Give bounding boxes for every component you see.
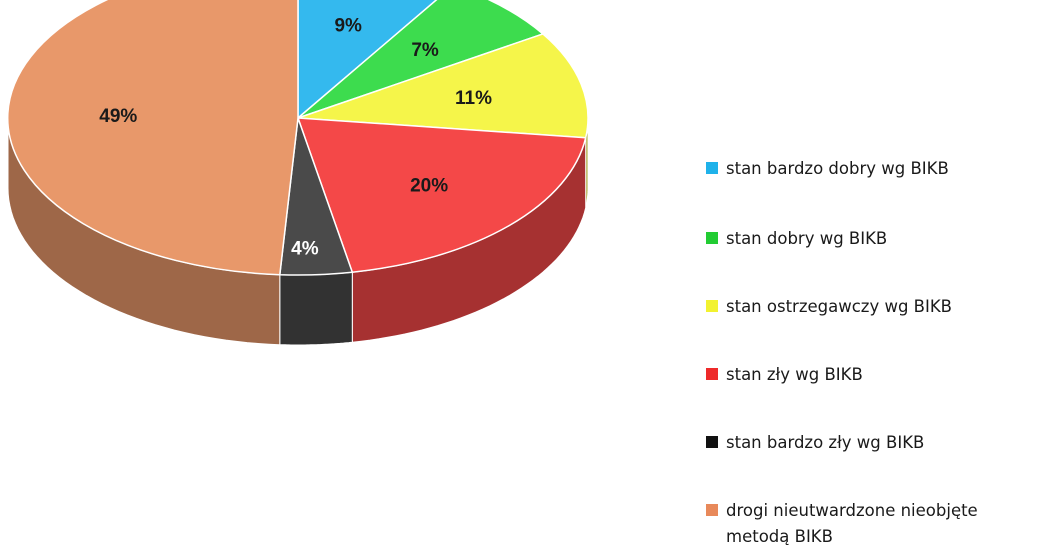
slice-4-label: 4% — [291, 239, 319, 260]
legend-swatch — [706, 232, 718, 244]
slice-1 — [297, 0, 544, 119]
legend-item-nieutwardzone: drogi nieutwardzone nieobjęte metodą BIK… — [706, 498, 1026, 550]
legend-label: drogi nieutwardzone nieobjęte metodą BIK… — [726, 501, 978, 546]
legend-label: stan bardzo zły wg BIKB — [726, 433, 925, 452]
legend-item-dobry: stan dobry wg BIKB — [706, 226, 1026, 252]
slice-5-label: 49% — [99, 106, 137, 127]
legend-item-bardzo-dobry: stan bardzo dobry wg BIKB — [706, 156, 1026, 182]
legend-label: stan zły wg BIKB — [726, 365, 863, 384]
slice-5 — [6, 0, 299, 276]
legend-label: stan bardzo dobry wg BIKB — [726, 159, 949, 178]
slice-2-label: 11% — [455, 88, 492, 109]
pie-chart: 9% 7% 11% 20% 4% 49% — [6, 0, 589, 346]
slice-3 — [297, 117, 587, 273]
pie-slices — [6, 0, 589, 276]
legend-swatch — [706, 504, 718, 516]
legend-label: stan ostrzegawczy wg BIKB — [726, 297, 952, 316]
pie-labels: 9% 7% 11% 20% 4% 49% — [99, 16, 492, 260]
slice-0-label: 9% — [334, 16, 362, 37]
legend-item-ostrzegawczy: stan ostrzegawczy wg BIKB — [706, 294, 1026, 320]
legend-swatch — [706, 162, 718, 174]
legend-item-bardzo-zly: stan bardzo zły wg BIKB — [706, 430, 1026, 456]
legend-item-zly: stan zły wg BIKB — [706, 362, 1026, 388]
legend-swatch — [706, 436, 718, 448]
slice-2 — [297, 33, 589, 139]
legend-swatch — [706, 300, 718, 312]
legend-swatch — [706, 368, 718, 380]
slice-3-label: 20% — [410, 176, 448, 197]
slice-4-side — [279, 271, 353, 346]
slice-1-label: 7% — [411, 40, 439, 61]
legend-label: stan dobry wg BIKB — [726, 229, 888, 248]
